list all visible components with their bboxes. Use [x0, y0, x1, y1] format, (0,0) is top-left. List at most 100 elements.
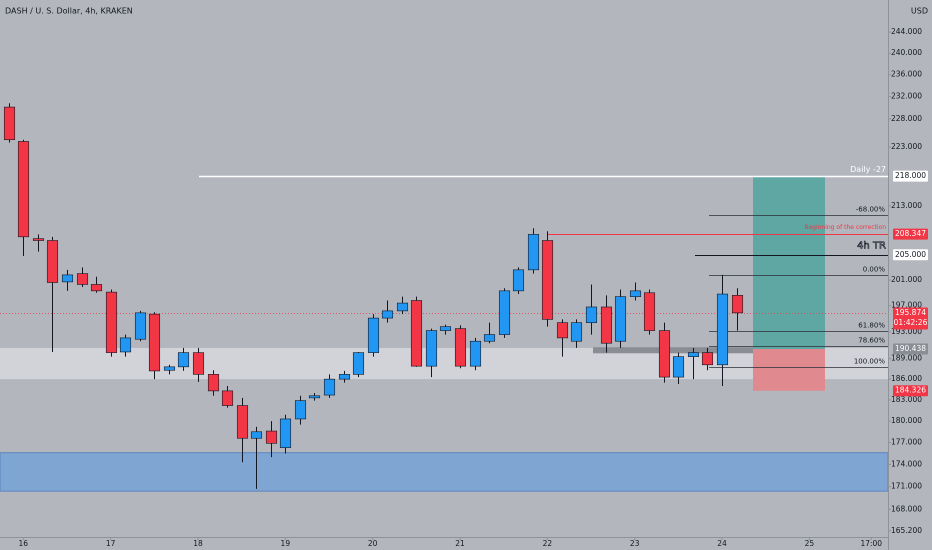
candle-body — [148, 313, 161, 372]
chart-title: DASH / U. S. Dollar, 4h, KRAKEN — [5, 7, 133, 16]
candle-body — [76, 273, 89, 285]
candle-body — [221, 390, 234, 406]
y-tick-label: 223.000 — [891, 142, 922, 151]
stop-box — [893, 385, 928, 397]
entry-box — [893, 343, 928, 355]
candle-body — [119, 337, 132, 353]
candle-body — [105, 291, 118, 353]
candle-body — [236, 405, 249, 439]
fib-label: 0.00% — [863, 266, 886, 274]
candle-body — [61, 274, 74, 283]
current-price-box-text: 195.874 — [895, 308, 926, 317]
entry-box-text: 190.438 — [895, 344, 926, 353]
y-tick-label: 201.000 — [891, 275, 922, 284]
y-tick-label: 232.000 — [891, 92, 922, 101]
candle-body — [279, 418, 292, 448]
candle-body — [17, 141, 30, 238]
candle-body — [731, 295, 744, 314]
x-tick-label: 25 — [805, 539, 815, 548]
candle-body — [308, 395, 321, 399]
candle-body — [207, 374, 220, 392]
current-price-box — [893, 307, 928, 330]
y-tick-label: 244.000 — [891, 27, 922, 36]
candle-body — [396, 302, 409, 312]
candle-body — [672, 356, 685, 378]
candle-body — [294, 400, 307, 420]
candle-body — [701, 352, 714, 366]
candle-body — [483, 334, 496, 342]
stop-box-text: 184.326 — [895, 386, 926, 395]
candle-body — [600, 306, 613, 344]
y-tick-label: 165.200 — [891, 526, 922, 535]
y-tick-label: 177.000 — [891, 438, 922, 447]
candle-body — [90, 284, 103, 292]
candle-body — [658, 330, 671, 378]
price-box-text: 205.000 — [895, 250, 926, 259]
y-tick-label: 240.000 — [891, 48, 922, 57]
y-tick-label: 183.000 — [891, 395, 922, 404]
y-tick-label: 186.000 — [891, 374, 922, 383]
price-box — [893, 228, 928, 240]
x-tick-label: 16 — [19, 539, 29, 548]
fib-label: 78.60% — [858, 337, 885, 345]
y-tick-label: 171.000 — [891, 482, 922, 491]
candle-body — [32, 238, 45, 241]
x-tick-label: 24 — [717, 539, 727, 548]
candle-body — [585, 306, 598, 323]
y-tick-label: 180.000 — [891, 416, 922, 425]
candle-body — [687, 352, 700, 357]
candle-body — [556, 322, 569, 339]
candle-body — [425, 330, 438, 367]
price-box — [893, 170, 928, 182]
candle-body — [46, 240, 59, 283]
position-target — [753, 176, 825, 350]
candle-body — [410, 300, 423, 367]
candle-body — [250, 431, 263, 439]
x-tick-label: 18 — [193, 539, 203, 548]
candle-body — [527, 234, 540, 271]
candle-body — [469, 340, 482, 367]
zone — [0, 452, 889, 492]
x-tick-label: 20 — [368, 539, 378, 548]
candle-body — [352, 352, 365, 375]
candle-body — [323, 378, 336, 396]
candle-body — [541, 240, 554, 320]
x-tick-label: 17:00 — [860, 539, 882, 548]
price-box — [893, 249, 928, 261]
candle-body — [177, 352, 190, 368]
candle-body — [716, 293, 729, 366]
level-text: Daily -27 — [850, 165, 886, 174]
y-tick-label: 193.000 — [891, 327, 922, 336]
candle-body — [367, 317, 380, 353]
x-tick-label: 22 — [543, 539, 553, 548]
price-box-text: 208.347 — [895, 229, 926, 238]
candle-body — [163, 366, 176, 371]
candle-body — [338, 374, 351, 380]
y-tick-label: 228.000 — [891, 114, 922, 123]
x-tick-label: 23 — [630, 539, 640, 548]
fib-label: -68.00% — [856, 206, 886, 214]
x-tick-label: 19 — [281, 539, 291, 548]
candle-body — [381, 310, 394, 319]
axis-unit: USD — [911, 7, 928, 16]
x-tick-label: 17 — [106, 539, 116, 548]
level-text: 4h TR — [857, 241, 886, 252]
candle-body — [439, 326, 452, 331]
position-stop — [753, 349, 825, 391]
y-tick-label: 174.000 — [891, 459, 922, 468]
candle-body — [512, 269, 525, 292]
candle-body — [570, 322, 583, 342]
y-tick-label: 236.000 — [891, 70, 922, 79]
candle-body — [643, 292, 656, 331]
y-tick-label: 197.000 — [891, 301, 922, 310]
zone — [593, 347, 810, 354]
level-text: Beginning of the correction — [804, 224, 886, 231]
y-tick-label: 213.000 — [891, 201, 922, 210]
candle-body — [134, 312, 147, 340]
current-price-box-countdown: 01:42:26 — [894, 318, 928, 327]
y-tick-label: 168.000 — [891, 504, 922, 513]
x-tick-label: 21 — [455, 539, 465, 548]
candle-body — [629, 290, 642, 297]
